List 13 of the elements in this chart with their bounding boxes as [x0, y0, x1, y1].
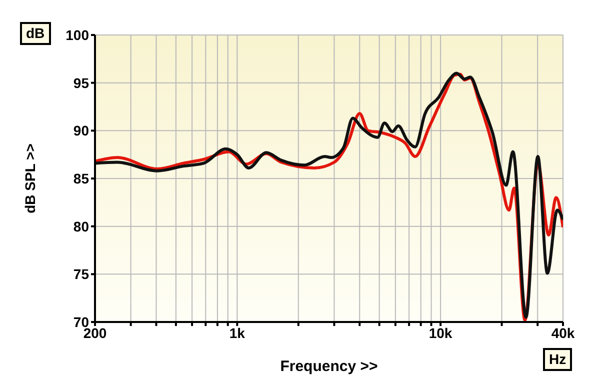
- y-axis-title: dB SPL >>: [22, 144, 38, 214]
- x-tick-label: 1k: [229, 324, 246, 341]
- text: dB: [20, 22, 51, 45]
- y-tick-label: 75: [73, 266, 90, 282]
- y-tick-label: 90: [73, 122, 90, 139]
- y-tick-label: 80: [73, 218, 90, 234]
- x-axis-title: Frequency >>: [280, 358, 378, 375]
- y-tick-label: 85: [73, 170, 90, 186]
- x-tick-label: 10k: [428, 324, 452, 341]
- y-tick-label: 95: [73, 74, 90, 91]
- x-tick-label: 40k: [551, 324, 575, 341]
- y-tick-label: 100: [66, 26, 90, 43]
- text: Hz: [543, 348, 572, 371]
